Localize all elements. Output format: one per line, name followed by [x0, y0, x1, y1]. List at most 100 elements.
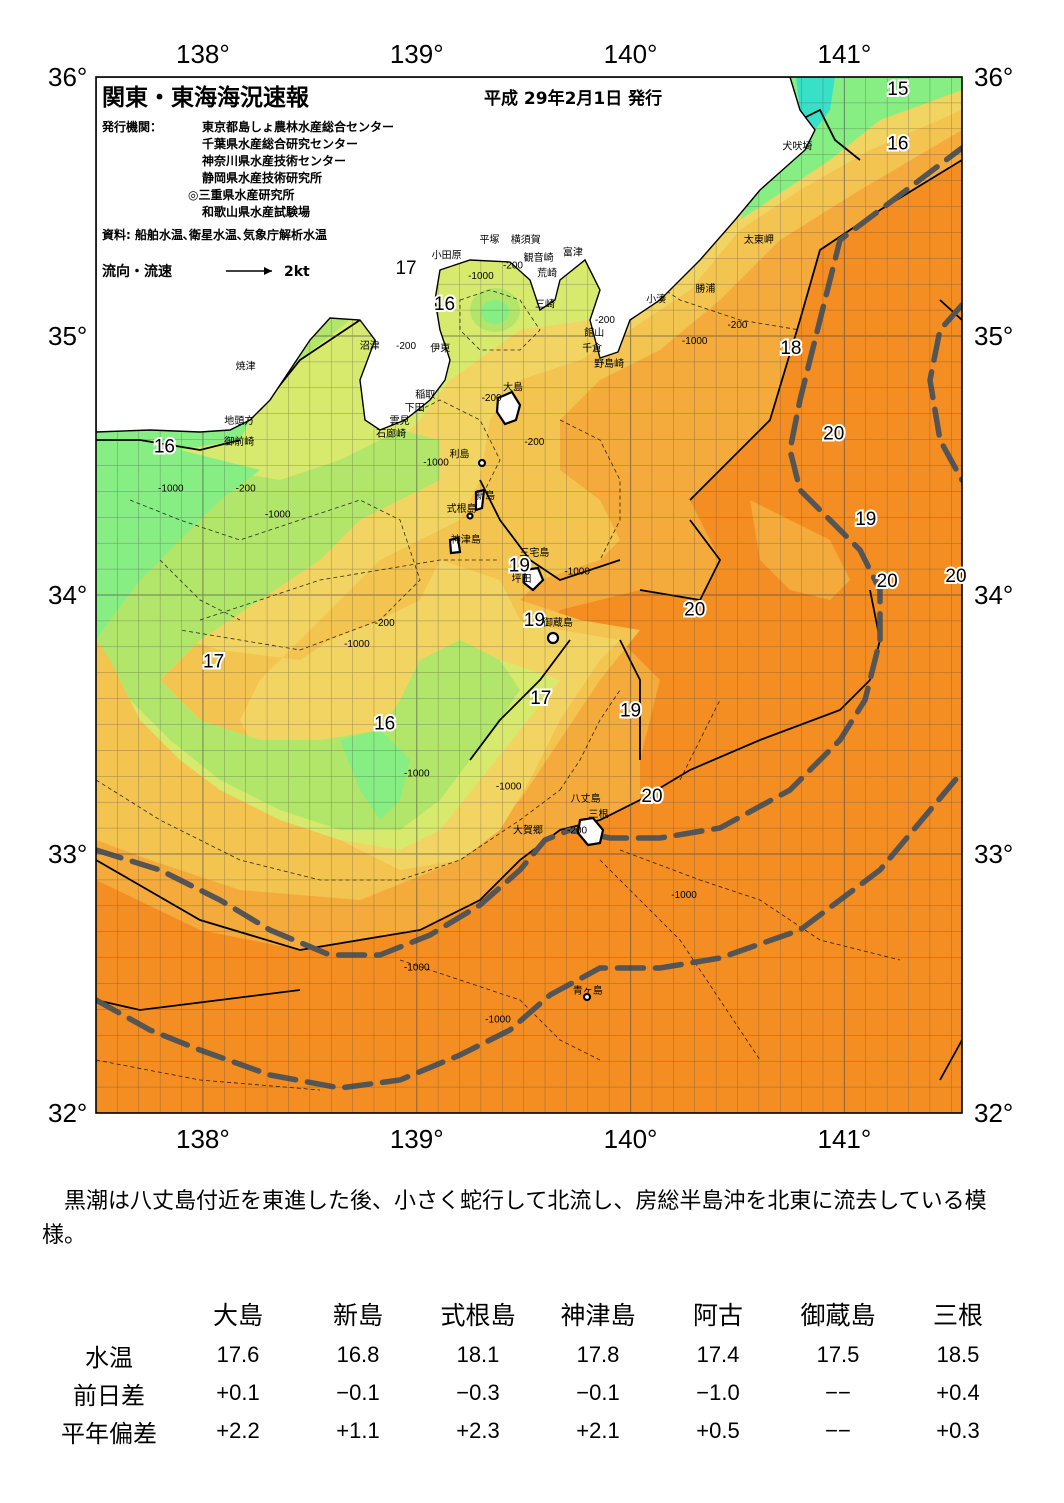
depth-label: -200	[503, 261, 523, 272]
flow-scale-label: 2kt	[284, 264, 310, 280]
table-cell: 16.8	[336, 1342, 380, 1367]
column-header: 式根島	[440, 1301, 516, 1330]
longitude-label: 139°	[390, 1124, 444, 1154]
row-header: 水温	[85, 1343, 133, 1372]
column-header: 大島	[212, 1301, 263, 1330]
table-cell: +2.1	[576, 1418, 620, 1443]
latitude-label: 32°	[974, 1098, 1013, 1128]
depth-label: -200	[375, 618, 395, 629]
table-row: 平年偏差 +2.2 +1.1 +2.3 +2.1 +0.5 −− +0.3	[40, 1412, 1018, 1450]
depth-label: -200	[567, 825, 587, 836]
column-header: 新島	[332, 1301, 383, 1330]
depth-label: -1000	[682, 336, 708, 347]
place-name: 観音崎	[524, 251, 554, 264]
isotherm-label: 16	[374, 714, 395, 735]
table-cell: 18.5	[936, 1342, 980, 1367]
sst-zone-16	[481, 300, 509, 324]
table-header-row: 大島 新島 式根島 神津島 阿古 御蔵島 三根	[40, 1292, 1018, 1336]
table-cell: −0.1	[336, 1380, 380, 1405]
mikurajima-island	[546, 631, 560, 645]
latitude-label: 34°	[974, 580, 1013, 610]
place-name: 石廊崎	[376, 427, 406, 440]
place-name: 式根島	[447, 502, 477, 515]
place-name: 太東岬	[744, 233, 774, 246]
axis-labels: 138° 138° 139° 139° 140° 140° 141° 141° 36° 36° 35…	[48, 39, 1013, 1154]
flow-legend: 流向・流速 2kt	[102, 263, 310, 280]
aogashima-island	[582, 992, 592, 1002]
column-header: 三根	[932, 1301, 983, 1330]
isotherm-label: 16	[434, 294, 455, 315]
hachijojima-island	[576, 816, 605, 847]
place-name: 小湊	[646, 292, 666, 305]
table-cell: +0.3	[936, 1418, 980, 1443]
place-name: 三崎	[535, 298, 555, 311]
sst-zone-16	[96, 430, 260, 640]
kozushima-island	[448, 536, 462, 555]
depth-label: -200	[236, 483, 256, 494]
isotherm-label: 20	[823, 424, 844, 445]
map-frame	[95, 76, 963, 1114]
observation-table: 大島 新島 式根島 神津島 阿古 御蔵島 三根 水温 17.6 16.8 18.…	[40, 1292, 1018, 1450]
table-cell: −−	[825, 1418, 851, 1443]
latitude-label: 33°	[48, 839, 87, 869]
table-cell: +0.5	[696, 1418, 740, 1443]
place-name: 館山	[584, 326, 604, 339]
place-name: 勝浦	[695, 282, 715, 295]
longitude-label: 139°	[390, 39, 444, 69]
latitude-label: 35°	[974, 321, 1013, 351]
isotherm-label: 20	[641, 786, 662, 807]
place-name: 小田原	[432, 249, 462, 261]
issuer-item: ◎三重県水産研究所	[188, 187, 294, 202]
niijima-island	[474, 488, 486, 512]
isotherm-label: 17	[395, 258, 416, 279]
depth-label: -200	[396, 341, 416, 352]
summary-text: 黒潮は八丈島付近を東進した後、小さく蛇行して北流し、房総半島沖を北東に流去してい…	[42, 1189, 987, 1248]
place-name: 荒崎	[537, 266, 557, 279]
isotherm-label: 17	[530, 688, 551, 709]
place-name: 下田	[405, 403, 425, 414]
depth-label: -1000	[564, 566, 590, 577]
sst-zone-17	[96, 430, 520, 830]
place-name: 稲取	[415, 389, 435, 401]
place-name: 平塚	[479, 234, 499, 246]
latitude-label: 36°	[974, 62, 1013, 92]
isotherm-label: 19	[524, 610, 545, 631]
longitude-label: 141°	[818, 39, 872, 69]
table-cell: 17.8	[576, 1342, 620, 1367]
place-name: 地頭方	[224, 414, 254, 427]
place-name: 利島	[450, 448, 470, 461]
issue-date: 平成 29年2月1日 発行	[484, 88, 662, 109]
latitude-label: 35°	[48, 321, 87, 351]
place-name: 富津	[563, 246, 583, 259]
table-cell: +0.1	[216, 1380, 260, 1405]
depth-label: -200	[727, 320, 747, 331]
table-cell: −1.0	[696, 1380, 740, 1405]
place-name: 神津島	[451, 533, 481, 546]
row-header: 前日差	[73, 1381, 145, 1410]
place-name: 御蔵島	[543, 616, 573, 629]
sst-map: 138° 138° 139° 139° 140° 140° 141° 141° 36° 36° 35…	[48, 39, 1013, 1154]
flow-legend-label: 流向・流速	[102, 263, 172, 280]
table-cell: +1.1	[336, 1418, 380, 1443]
table-cell: 18.1	[456, 1342, 500, 1367]
place-name: 新島	[475, 489, 495, 502]
place-name: 八丈島	[571, 792, 601, 805]
place-name: 坪田	[512, 572, 532, 585]
longitude-label: 138°	[176, 39, 230, 69]
issuer-item: 神奈川県水産技術センター	[202, 153, 346, 168]
table-corner	[40, 1292, 178, 1336]
place-name: 野島崎	[594, 357, 624, 370]
depth-labels: -200-1000-1000-200 -200-200-200-200-1000-…	[158, 261, 748, 1026]
isotherm-label: 16	[154, 437, 175, 458]
table-row: 前日差 +0.1 −0.1 −0.3 −0.1 −1.0 −− +0.4	[40, 1374, 1018, 1412]
place-name: 大賀郷	[513, 823, 543, 836]
isotherm-label: 18	[780, 338, 801, 359]
table-cell: 17.6	[216, 1342, 260, 1367]
table-cell: −0.3	[456, 1380, 500, 1405]
sst-zone-19	[750, 500, 850, 600]
place-name: 大島	[503, 380, 523, 393]
issuer-item: 静岡県水産技術研究所	[202, 170, 322, 185]
toshima-island	[477, 458, 487, 468]
data-source: 資料: 船舶水温､衛星水温､気象庁解析水温	[102, 227, 327, 242]
